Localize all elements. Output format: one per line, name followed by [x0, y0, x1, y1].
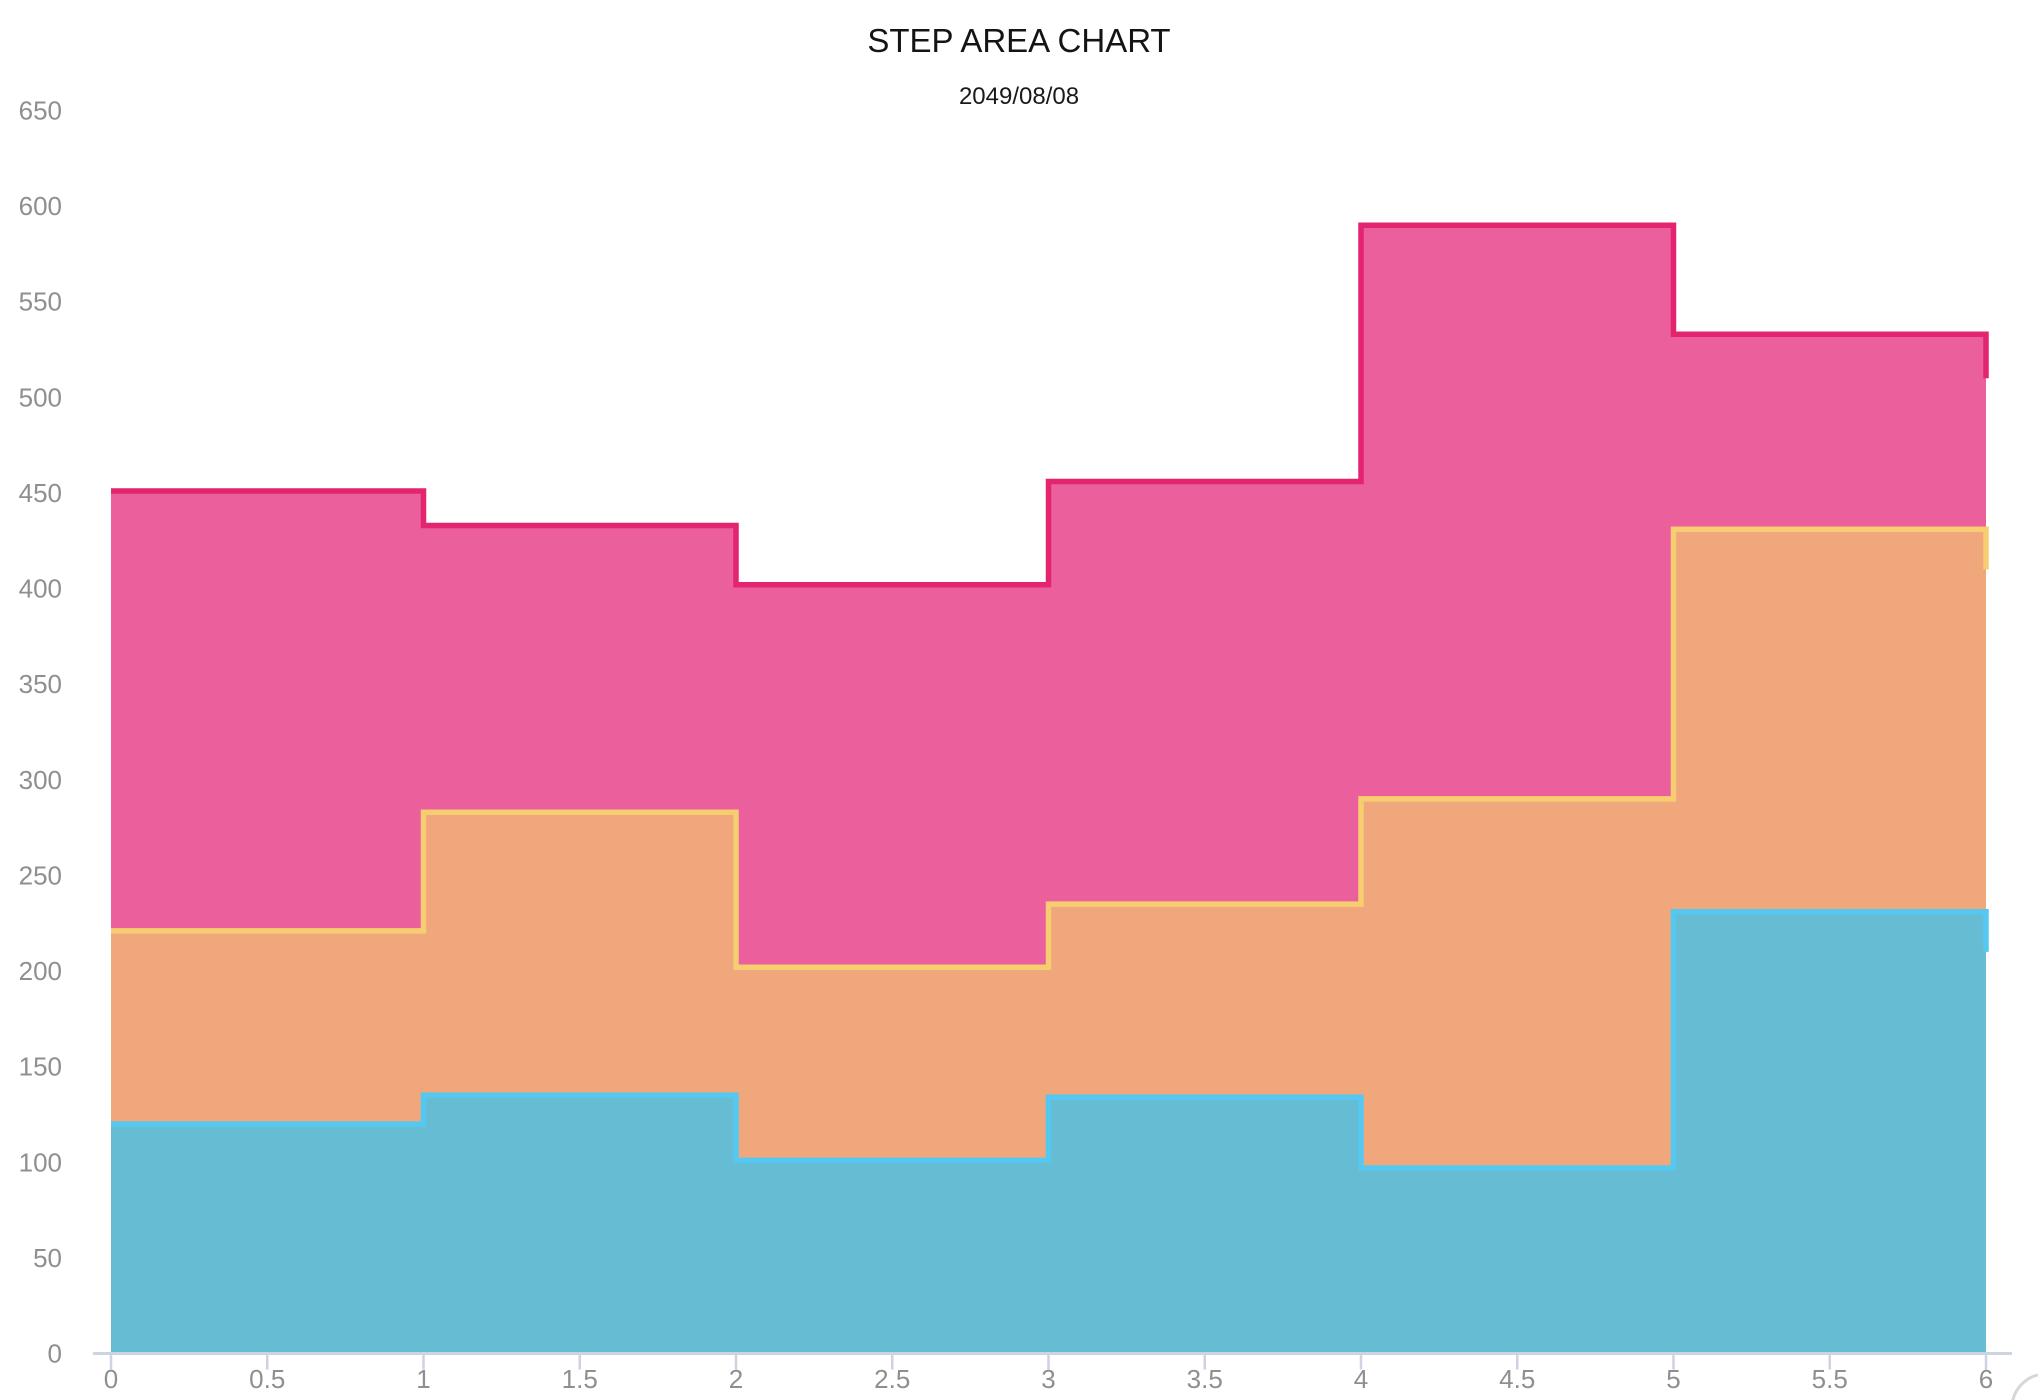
x-tick-label: 2.5 — [874, 1364, 910, 1394]
y-tick-label: 150 — [19, 1052, 62, 1082]
x-tick-label: 1.5 — [562, 1364, 598, 1394]
y-tick-label: 200 — [19, 956, 62, 986]
corner-arc-decoration — [2011, 1373, 2038, 1400]
x-tick-label: 6 — [1979, 1364, 1993, 1394]
y-tick-label: 0 — [48, 1339, 62, 1369]
x-tick-label: 3.5 — [1187, 1364, 1223, 1394]
y-tick-label: 50 — [33, 1243, 62, 1273]
chart-title: STEP AREA CHART — [867, 22, 1170, 59]
y-tick-label: 500 — [19, 382, 62, 412]
x-tick-label: 3 — [1041, 1364, 1055, 1394]
x-axis-labels: 0 0.5 1 1.5 2 2.5 3 3.5 4 4.5 5 5.5 6 — [104, 1364, 1993, 1394]
x-tick-label: 0 — [104, 1364, 118, 1394]
line-pink — [111, 222, 1989, 588]
line-blue — [111, 909, 1989, 1171]
x-tick-label: 5 — [1666, 1364, 1680, 1394]
y-tick-label: 450 — [19, 478, 62, 508]
series-lines — [111, 222, 1989, 1171]
x-tick-label: 1 — [416, 1364, 430, 1394]
area-orange — [111, 529, 1986, 1168]
y-tick-label: 100 — [19, 1147, 62, 1177]
y-tick-label: 350 — [19, 669, 62, 699]
x-tick-label: 4.5 — [1499, 1364, 1535, 1394]
x-tick-label: 0.5 — [249, 1364, 285, 1394]
x-tick-label: 4 — [1354, 1364, 1368, 1394]
y-tick-label: 300 — [19, 765, 62, 795]
chart-subtitle: 2049/08/08 — [959, 83, 1079, 110]
y-tick-label: 650 — [19, 96, 62, 126]
y-tick-label: 550 — [19, 287, 62, 317]
x-tick-label: 2 — [729, 1364, 743, 1394]
y-tick-label: 600 — [19, 191, 62, 221]
line-orange — [111, 526, 1989, 970]
y-tick-label: 250 — [19, 860, 62, 890]
series-areas — [111, 225, 1986, 1354]
x-axis — [93, 1352, 2012, 1370]
y-tick-label: 400 — [19, 574, 62, 604]
y-axis-labels: 0 50 100 150 200 250 300 350 400 450 500 550 600 650 — [19, 96, 62, 1369]
x-tick-label: 5.5 — [1812, 1364, 1848, 1394]
area-pink — [111, 225, 1986, 968]
